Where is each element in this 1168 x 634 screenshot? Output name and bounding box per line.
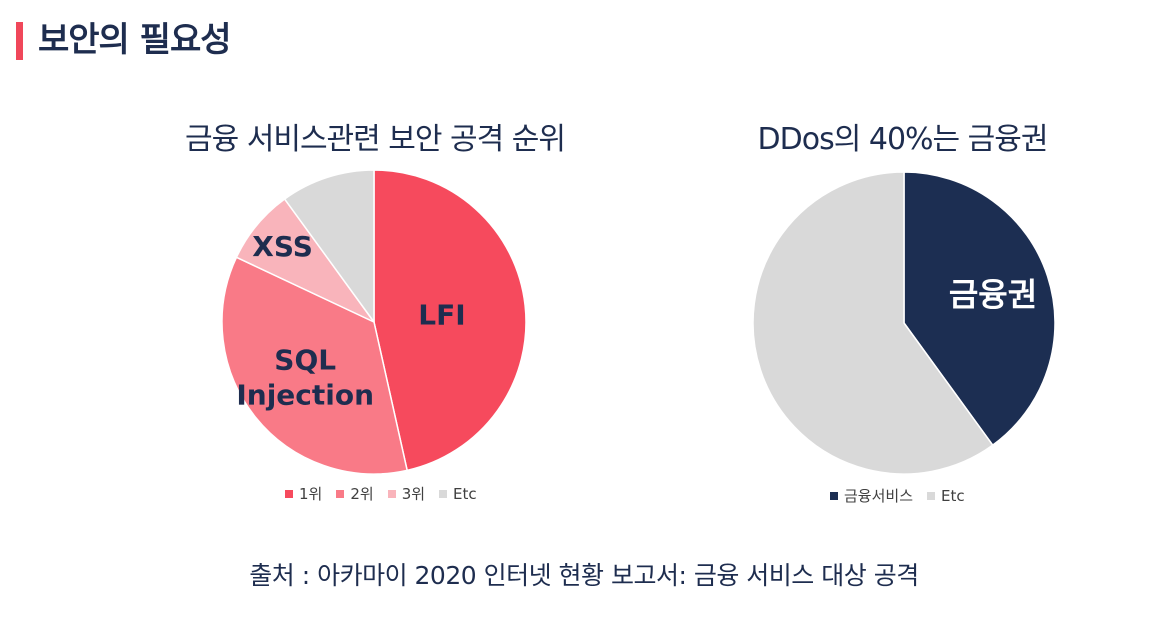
- slice-label-2: SQL Injection: [236, 343, 374, 411]
- ddos-pie-chart: 금융권: [752, 171, 1056, 475]
- pie-slice-4: [283, 169, 375, 325]
- ddos-legend: 금융서비스 Etc: [830, 485, 965, 506]
- attack-ranking-legend: 1위 2위 3위 Etc: [285, 483, 477, 504]
- pie-slice-2: [221, 256, 409, 475]
- pie-slice-1: [373, 169, 527, 472]
- slice-label-1: LFI: [418, 298, 465, 331]
- slice-label-1: 금융권: [949, 275, 1037, 313]
- pie-slice-2: [752, 171, 994, 475]
- legend-swatch: [285, 489, 293, 498]
- legend-swatch: [439, 489, 448, 498]
- legend-label: 1위: [299, 485, 323, 503]
- chart-title-attack-ranking: 금융 서비스관련 보안 공격 순위: [185, 122, 566, 157]
- legend-item-3: 3위: [387, 483, 426, 504]
- legend-swatch: [387, 489, 396, 498]
- legend-label: 3위: [401, 485, 426, 503]
- legend-item-2: Etc: [927, 485, 965, 506]
- legend-label: Etc: [453, 484, 477, 503]
- legend-item-2: 2위: [336, 483, 374, 504]
- page-title: 보안의 필요성: [38, 20, 232, 60]
- legend-item-1: 금융서비스: [830, 485, 913, 506]
- title-accent-bar: [16, 22, 23, 60]
- attack-ranking-pie-chart: LFI SQL Injection XSS: [221, 169, 527, 475]
- legend-item-1: 1위: [285, 483, 322, 504]
- legend-swatch: [336, 489, 345, 498]
- legend-label: Etc: [941, 486, 965, 505]
- legend-swatch: [927, 491, 936, 500]
- legend-label: 2위: [350, 485, 374, 503]
- pie-slice-1: [903, 171, 1056, 447]
- source-caption: 출처 : 아카마이 2020 인터넷 현황 보고서: 금융 서비스 대상 공격: [249, 561, 919, 590]
- slice-label-3: XSS: [252, 230, 313, 263]
- legend-swatch: [830, 491, 838, 500]
- legend-label: 금융서비스: [844, 487, 914, 505]
- legend-item-4: Etc: [439, 483, 477, 504]
- chart-title-ddos: DDos의 40%는 금융권: [757, 122, 1049, 157]
